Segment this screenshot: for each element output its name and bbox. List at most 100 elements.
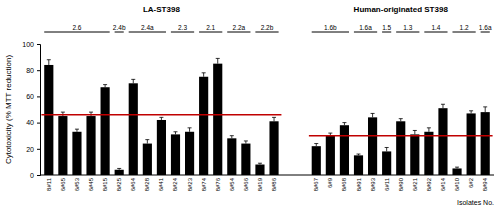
x-tick-label: 8#11 [46, 177, 52, 191]
subgroup-label: 1.6a [479, 24, 492, 31]
x-tick-label: 6#53 [74, 177, 80, 191]
subgroup-label: 2.1 [206, 24, 215, 31]
bar [143, 144, 152, 175]
error-bar [103, 85, 107, 88]
y-tick: 40 [26, 119, 40, 126]
bar [382, 151, 391, 175]
x-tick-label: 8#92 [426, 177, 432, 191]
x-tick-label: 6#11 [384, 177, 390, 191]
bar [326, 136, 335, 175]
subgroup-bracket [424, 32, 447, 33]
subgroup-bracket [312, 32, 349, 33]
error-cap [385, 147, 389, 148]
error-bar [131, 79, 135, 83]
error-cap [342, 122, 346, 123]
error-stem [203, 73, 204, 77]
bar [452, 168, 461, 175]
error-cap [413, 130, 417, 131]
error-cap [371, 113, 375, 114]
error-bar [385, 147, 389, 151]
error-cap [258, 163, 262, 164]
error-cap [272, 117, 276, 118]
bar [171, 134, 180, 175]
subgroup-label: 2.3 [178, 24, 187, 31]
bar [438, 108, 447, 175]
x-tick-label: 8#68 [341, 177, 347, 191]
x-tick-label: 8#19 [257, 177, 263, 191]
error-stem [372, 113, 373, 117]
error-stem [442, 104, 443, 108]
error-cap [328, 133, 332, 134]
y-tick-label: 0 [30, 172, 34, 179]
error-bar [173, 132, 177, 135]
error-cap [469, 110, 473, 111]
subgroup-label: 2.2b [261, 24, 274, 31]
bar [396, 121, 405, 175]
reference-line [41, 114, 281, 116]
x-tick-label: 6#10 [454, 177, 460, 191]
y-tick-label: 40 [26, 119, 34, 126]
subgroup-bracket [255, 32, 278, 33]
error-bar [371, 113, 375, 117]
x-axis-title: Isolates No. [457, 199, 494, 206]
error-stem [428, 128, 429, 132]
y-tick-mark [37, 96, 40, 97]
x-tick-label: 6#54 [229, 177, 235, 191]
error-cap [441, 104, 445, 105]
error-cap [427, 127, 431, 128]
error-bar [75, 129, 79, 132]
error-bar [258, 163, 262, 164]
error-bar [272, 117, 276, 121]
error-bar [216, 58, 220, 63]
bar [368, 117, 377, 175]
x-tick-label: 8#90 [398, 177, 404, 191]
x-tick-label: 6#9 [327, 177, 333, 188]
bar [185, 132, 194, 175]
error-bar [357, 154, 361, 155]
bar [115, 170, 124, 175]
bar [129, 83, 138, 175]
x-tick-label: 8#74 [201, 177, 207, 191]
error-cap [89, 112, 93, 113]
error-stem [386, 147, 387, 151]
subgroup-label: 2.4b [113, 24, 126, 31]
subgroup-bracket [227, 32, 250, 33]
reference-line [309, 135, 493, 137]
error-cap [173, 131, 177, 132]
error-bar [244, 141, 248, 144]
bar [269, 121, 278, 175]
subgroup-bracket [115, 32, 124, 33]
error-stem [189, 128, 190, 132]
bar [410, 134, 419, 175]
y-tick: 60 [26, 93, 40, 100]
error-bar [145, 140, 149, 144]
bar [213, 64, 222, 175]
error-cap [131, 79, 135, 80]
x-tick-label: 8#28 [144, 177, 150, 191]
error-stem [147, 140, 148, 144]
error-cap [61, 112, 65, 113]
error-cap [483, 106, 487, 107]
x-tick-label: 6#45 [88, 177, 94, 191]
bar [467, 113, 476, 175]
x-tick-label: 8#76 [215, 177, 221, 191]
bar [101, 87, 110, 175]
error-bar [413, 130, 417, 134]
subgroup-bracket [199, 32, 222, 33]
y-tick-label: 100 [22, 41, 34, 48]
y-tick-mark [37, 70, 40, 71]
x-tick-label: 6#66 [243, 177, 249, 191]
error-cap [75, 129, 79, 130]
chart: 0204060801008#116#656#536#458#158#256#64… [0, 0, 500, 207]
error-bar [455, 167, 459, 168]
error-cap [202, 72, 206, 73]
error-bar [427, 128, 431, 132]
x-tick-label: 8#67 [313, 177, 319, 191]
x-tick-label: 6#21 [412, 177, 418, 191]
bar [424, 132, 433, 175]
error-stem [133, 79, 134, 83]
error-bar [230, 136, 234, 139]
error-bar [342, 123, 346, 126]
y-tick-mark [37, 44, 40, 45]
subgroup-bracket [129, 32, 166, 33]
